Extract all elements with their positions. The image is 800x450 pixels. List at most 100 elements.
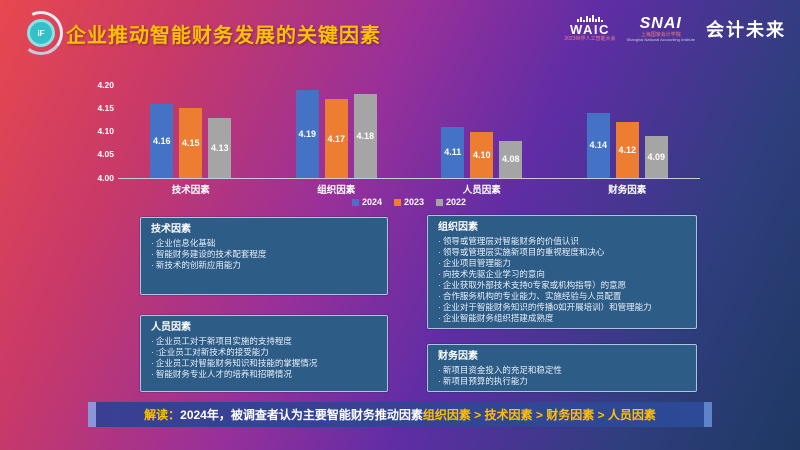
bar-value-label: 4.16 xyxy=(152,135,171,146)
waic-logo: WAIC 2023世界人工智能大会 xyxy=(564,15,616,43)
bullet-item: 企业获取外部技术支持0专家或机构指导）的意愿 xyxy=(438,280,686,291)
factor-box-tech: 技术因素 企业信息化基础智能财务建设的技术配套程度新技术的创新应用能力 xyxy=(140,217,388,295)
bullet-item: 企业员工对智能财务知识和技能的掌握情况 xyxy=(151,358,377,369)
bullet-item: 企业信息化基础 xyxy=(151,238,377,249)
bar-2024: 4.19 xyxy=(295,89,319,178)
banner-highlight: 组织因素 > 技术因素 > 财务因素 > 人员因素 xyxy=(422,408,656,422)
slide-badge-icon: iF xyxy=(12,4,70,62)
category-label: 人员因素 xyxy=(462,185,501,196)
bar-value-label: 4.13 xyxy=(210,142,229,153)
bar-value-label: 4.12 xyxy=(618,145,637,156)
bar-group: 4.19 4.17 4.18 xyxy=(264,85,410,178)
plot-area: 4.16 4.15 4.13 4.19 4.17 4.18 4.11 4.10 4.08 4.14… xyxy=(118,85,700,179)
bullet-item: 智能财务建设的技术配套程度 xyxy=(151,249,377,260)
y-tick-label: 4.20 xyxy=(97,79,114,90)
legend: 2024 2023 2022 xyxy=(118,197,700,207)
waic-logo-subtext: 2023世界人工智能大会 xyxy=(564,36,616,43)
bar-2023: 4.10 xyxy=(470,131,494,178)
y-tick-label: 4.15 xyxy=(97,102,114,113)
bullet-item: 企业员工对于新项目实施的支持程度 xyxy=(151,336,377,347)
snai-logo: SNAI 上海国家会计学院 Shanghai National Accounti… xyxy=(626,14,696,42)
legend-item: 2024 xyxy=(351,197,382,207)
bar-2024: 4.16 xyxy=(150,103,174,178)
banner-label: 解读： xyxy=(144,408,181,422)
waic-logo-text: WAIC xyxy=(569,22,610,37)
bullet-list: 企业信息化基础智能财务建设的技术配套程度新技术的创新应用能力 xyxy=(151,238,377,271)
bullet-item: 向技术先驱企业学习的意向 xyxy=(438,269,686,280)
bullet-list: 企业员工对于新项目实施的支持程度:企业员工对新技术的接受能力企业员工对智能财务知… xyxy=(151,336,377,380)
bullet-item: 智能财务专业人才的培养和招聘情况 xyxy=(151,369,377,380)
y-tick-label: 4.05 xyxy=(97,149,114,160)
bullet-item: 领导或管理层对智能财务的价值认识 xyxy=(438,236,686,247)
bar-2022: 4.08 xyxy=(499,140,523,178)
bullet-list: 新项目资金投入的充足和稳定性新项目预算的执行能力 xyxy=(438,365,686,387)
box-title: 组织因素 xyxy=(438,222,478,233)
bar-value-label: 4.17 xyxy=(327,133,346,144)
waic-soundwave-icon xyxy=(564,15,615,22)
legend-label: 2024 xyxy=(361,197,382,207)
badge-core-icon: iF xyxy=(27,19,55,47)
brand-calligraphy-text: 会计未来 xyxy=(706,19,786,41)
factor-box-org: 组织因素 领导或管理层对智能财务的价值认识领导或管理层实施新项目的重视程度和决心… xyxy=(427,215,697,329)
bar-value-label: 4.11 xyxy=(444,147,462,158)
bar-value-label: 4.08 xyxy=(501,154,520,165)
snai-logo-subtext-cn: 上海国家会计学院 xyxy=(640,31,681,38)
y-tick-label: 4.10 xyxy=(97,126,114,136)
bar-group: 4.11 4.10 4.08 xyxy=(409,85,555,178)
bullet-item: 新项目资金投入的充足和稳定性 xyxy=(438,365,686,376)
bar-chart: 4.20 4.15 4.10 4.05 4.00 4.16 4.15 4.13 4.19 4.1… xyxy=(88,80,708,210)
factor-box-people: 人员因素 企业员工对于新项目实施的支持程度:企业员工对新技术的接受能力企业员工对… xyxy=(140,315,388,392)
page-title: 企业推动智能财务发展的关键因素 xyxy=(66,25,381,47)
bullet-list: 领导或管理层对智能财务的价值认识领导或管理层实施新项目的重视程度和决心企业项目管… xyxy=(438,236,686,324)
bullet-item: 企业智能财务组织搭建成熟度 xyxy=(438,313,686,324)
legend-label: 2022 xyxy=(446,197,467,207)
box-title: 技术因素 xyxy=(151,224,191,235)
box-title: 财务因素 xyxy=(438,351,478,362)
y-tick-label: 4.00 xyxy=(97,172,114,183)
y-axis: 4.20 4.15 4.10 4.05 4.00 xyxy=(88,79,114,183)
box-title: 人员因素 xyxy=(151,322,191,333)
bar-2023: 4.15 xyxy=(179,108,203,178)
category-label: 技术因素 xyxy=(171,185,210,196)
legend-item: 2023 xyxy=(393,197,425,207)
bar-value-label: 4.14 xyxy=(589,140,608,151)
snai-logo-subtext-en: Shanghai National Accounting Institute xyxy=(626,36,696,42)
logo-strip: WAIC 2023世界人工智能大会 SNAI 上海国家会计学院 Shanghai… xyxy=(564,15,786,43)
legend-item: 2022 xyxy=(436,197,466,207)
factor-box-finance: 财务因素 新项目资金投入的充足和稳定性新项目预算的执行能力 xyxy=(427,344,697,392)
bar-2023: 4.12 xyxy=(615,122,639,178)
bar-2022: 4.13 xyxy=(208,117,232,178)
bar-value-label: 4.18 xyxy=(356,131,375,142)
banner-cap-left xyxy=(88,402,96,427)
legend-swatch-icon xyxy=(393,198,401,206)
bar-group: 4.16 4.15 4.13 xyxy=(118,85,264,178)
bar-2022: 4.18 xyxy=(353,94,377,178)
legend-label: 2023 xyxy=(403,197,425,207)
bullet-item: 企业项目管理能力 xyxy=(438,258,686,269)
snai-logo-text: SNAI xyxy=(639,14,682,32)
legend-swatch-icon xyxy=(351,198,359,206)
bar-group: 4.14 4.12 4.09 xyxy=(555,85,701,178)
bar-2023: 4.17 xyxy=(324,99,348,178)
banner-text: 2024年，被调查者认为主要智能财务推动因素 xyxy=(180,408,423,422)
bar-2024: 4.11 xyxy=(441,126,465,178)
bar-value-label: 4.10 xyxy=(472,149,491,160)
bar-value-label: 4.09 xyxy=(647,152,666,163)
bar-value-label: 4.15 xyxy=(181,138,200,149)
bullet-item: 企业对于智能财务知识的传播0如开展培训）和管理能力 xyxy=(438,302,686,313)
bar-2024: 4.14 xyxy=(586,112,610,178)
bar-2022: 4.09 xyxy=(644,136,668,178)
bullet-item: 领导或管理层实施新项目的重视程度和决心 xyxy=(438,247,686,258)
bullet-item: :企业员工对新技术的接受能力 xyxy=(151,347,377,358)
bar-value-label: 4.19 xyxy=(298,128,317,139)
legend-swatch-icon xyxy=(436,198,444,206)
banner-cap-right xyxy=(704,402,712,427)
bullet-item: 合作服务机构的专业能力、实施经验与人员配置 xyxy=(438,291,686,302)
category-label: 组织因素 xyxy=(317,185,356,196)
bullet-item: 新项目预算的执行能力 xyxy=(438,376,686,387)
category-row: 技术因素 组织因素 人员因素 财务因素 xyxy=(118,182,700,196)
category-label: 财务因素 xyxy=(608,185,647,196)
bullet-item: 新技术的创新应用能力 xyxy=(151,260,377,271)
interpretation-banner: 解读： 2024年，被调查者认为主要智能财务推动因素 组织因素 > 技术因素 >… xyxy=(88,402,712,427)
